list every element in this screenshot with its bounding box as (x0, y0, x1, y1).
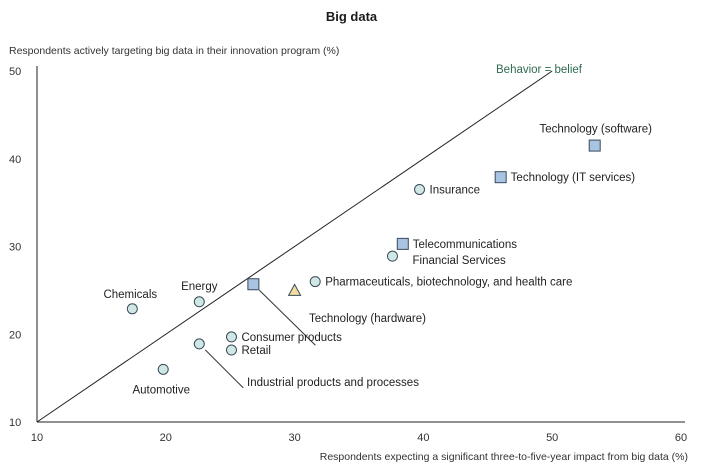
reference-line-label: Behavior = belief (496, 64, 583, 76)
leader-technology-hardware (259, 289, 316, 346)
point-technology-hardware-square (247, 278, 260, 291)
x-tick-label: 50 (546, 432, 558, 444)
label-insurance: Insurance (430, 184, 481, 196)
leader-industrial-products-and-processes (204, 349, 244, 389)
x-tick-label: 40 (417, 432, 429, 444)
y-tick-label: 10 (9, 417, 21, 429)
y-tick-label: 20 (9, 329, 21, 341)
point-labels: Technology (software) Technology (IT serv… (103, 124, 652, 397)
y-tick-label: 40 (9, 154, 21, 166)
label-automotive: Automotive (132, 384, 190, 396)
label-telecommunications: Telecommunications (413, 239, 517, 251)
x-tick-label: 20 (160, 432, 172, 444)
point-financial-services-circle (386, 250, 398, 262)
label-retail: Retail (241, 345, 270, 357)
point-retail-circle (225, 344, 237, 356)
point-technology-it-services-square (494, 171, 507, 184)
x-tick-label: 60 (675, 432, 687, 444)
y-tick-label: 50 (9, 66, 21, 78)
leader-lines (204, 289, 316, 389)
label-technology-hardware: Technology (hardware) (309, 313, 426, 325)
label-pharmaceuticals-biotechnology-and-health-care: Pharmaceuticals, biotechnology, and heal… (325, 277, 572, 289)
point-automotive-circle (157, 363, 169, 375)
point-chemicals-circle (126, 303, 138, 315)
point-consumer-products-circle (225, 331, 237, 343)
point-energy-circle (193, 296, 205, 308)
point-insurance-circle (414, 183, 426, 195)
point-industrial-products-and-processes-circle (193, 338, 205, 350)
label-technology-software: Technology (software) (540, 124, 653, 136)
x-tick-label: 10 (31, 432, 43, 444)
data-points (126, 139, 601, 375)
label-technology-it-services: Technology (IT services) (511, 172, 636, 184)
axis-ticks: 10 20 30 40 50 60 10 20 30 40 50 (9, 66, 687, 444)
x-axis-title: Respondents expecting a significant thre… (319, 451, 688, 463)
y-axis-title: Respondents actively targeting big data … (9, 45, 340, 57)
reference-line (36, 70, 553, 423)
label-consumer-products: Consumer products (241, 332, 342, 344)
chart-title: Big data (325, 9, 378, 24)
point-pharmaceuticals-biotechnology-and-health-care-circle (309, 276, 321, 288)
label-energy: Energy (181, 281, 218, 293)
axes (36, 66, 685, 423)
point-unlabeled-triangle (287, 283, 302, 296)
y-tick-label: 30 (9, 242, 21, 254)
label-chemicals: Chemicals (103, 289, 157, 301)
label-financial-services: Financial Services (412, 255, 506, 267)
x-tick-label: 30 (288, 432, 300, 444)
reference-line-group: Behavior = belief (36, 64, 583, 423)
point-technology-software-square (588, 139, 601, 152)
point-telecommunications-square (396, 237, 409, 250)
label-industrial-products-and-processes: Industrial products and processes (247, 377, 419, 389)
